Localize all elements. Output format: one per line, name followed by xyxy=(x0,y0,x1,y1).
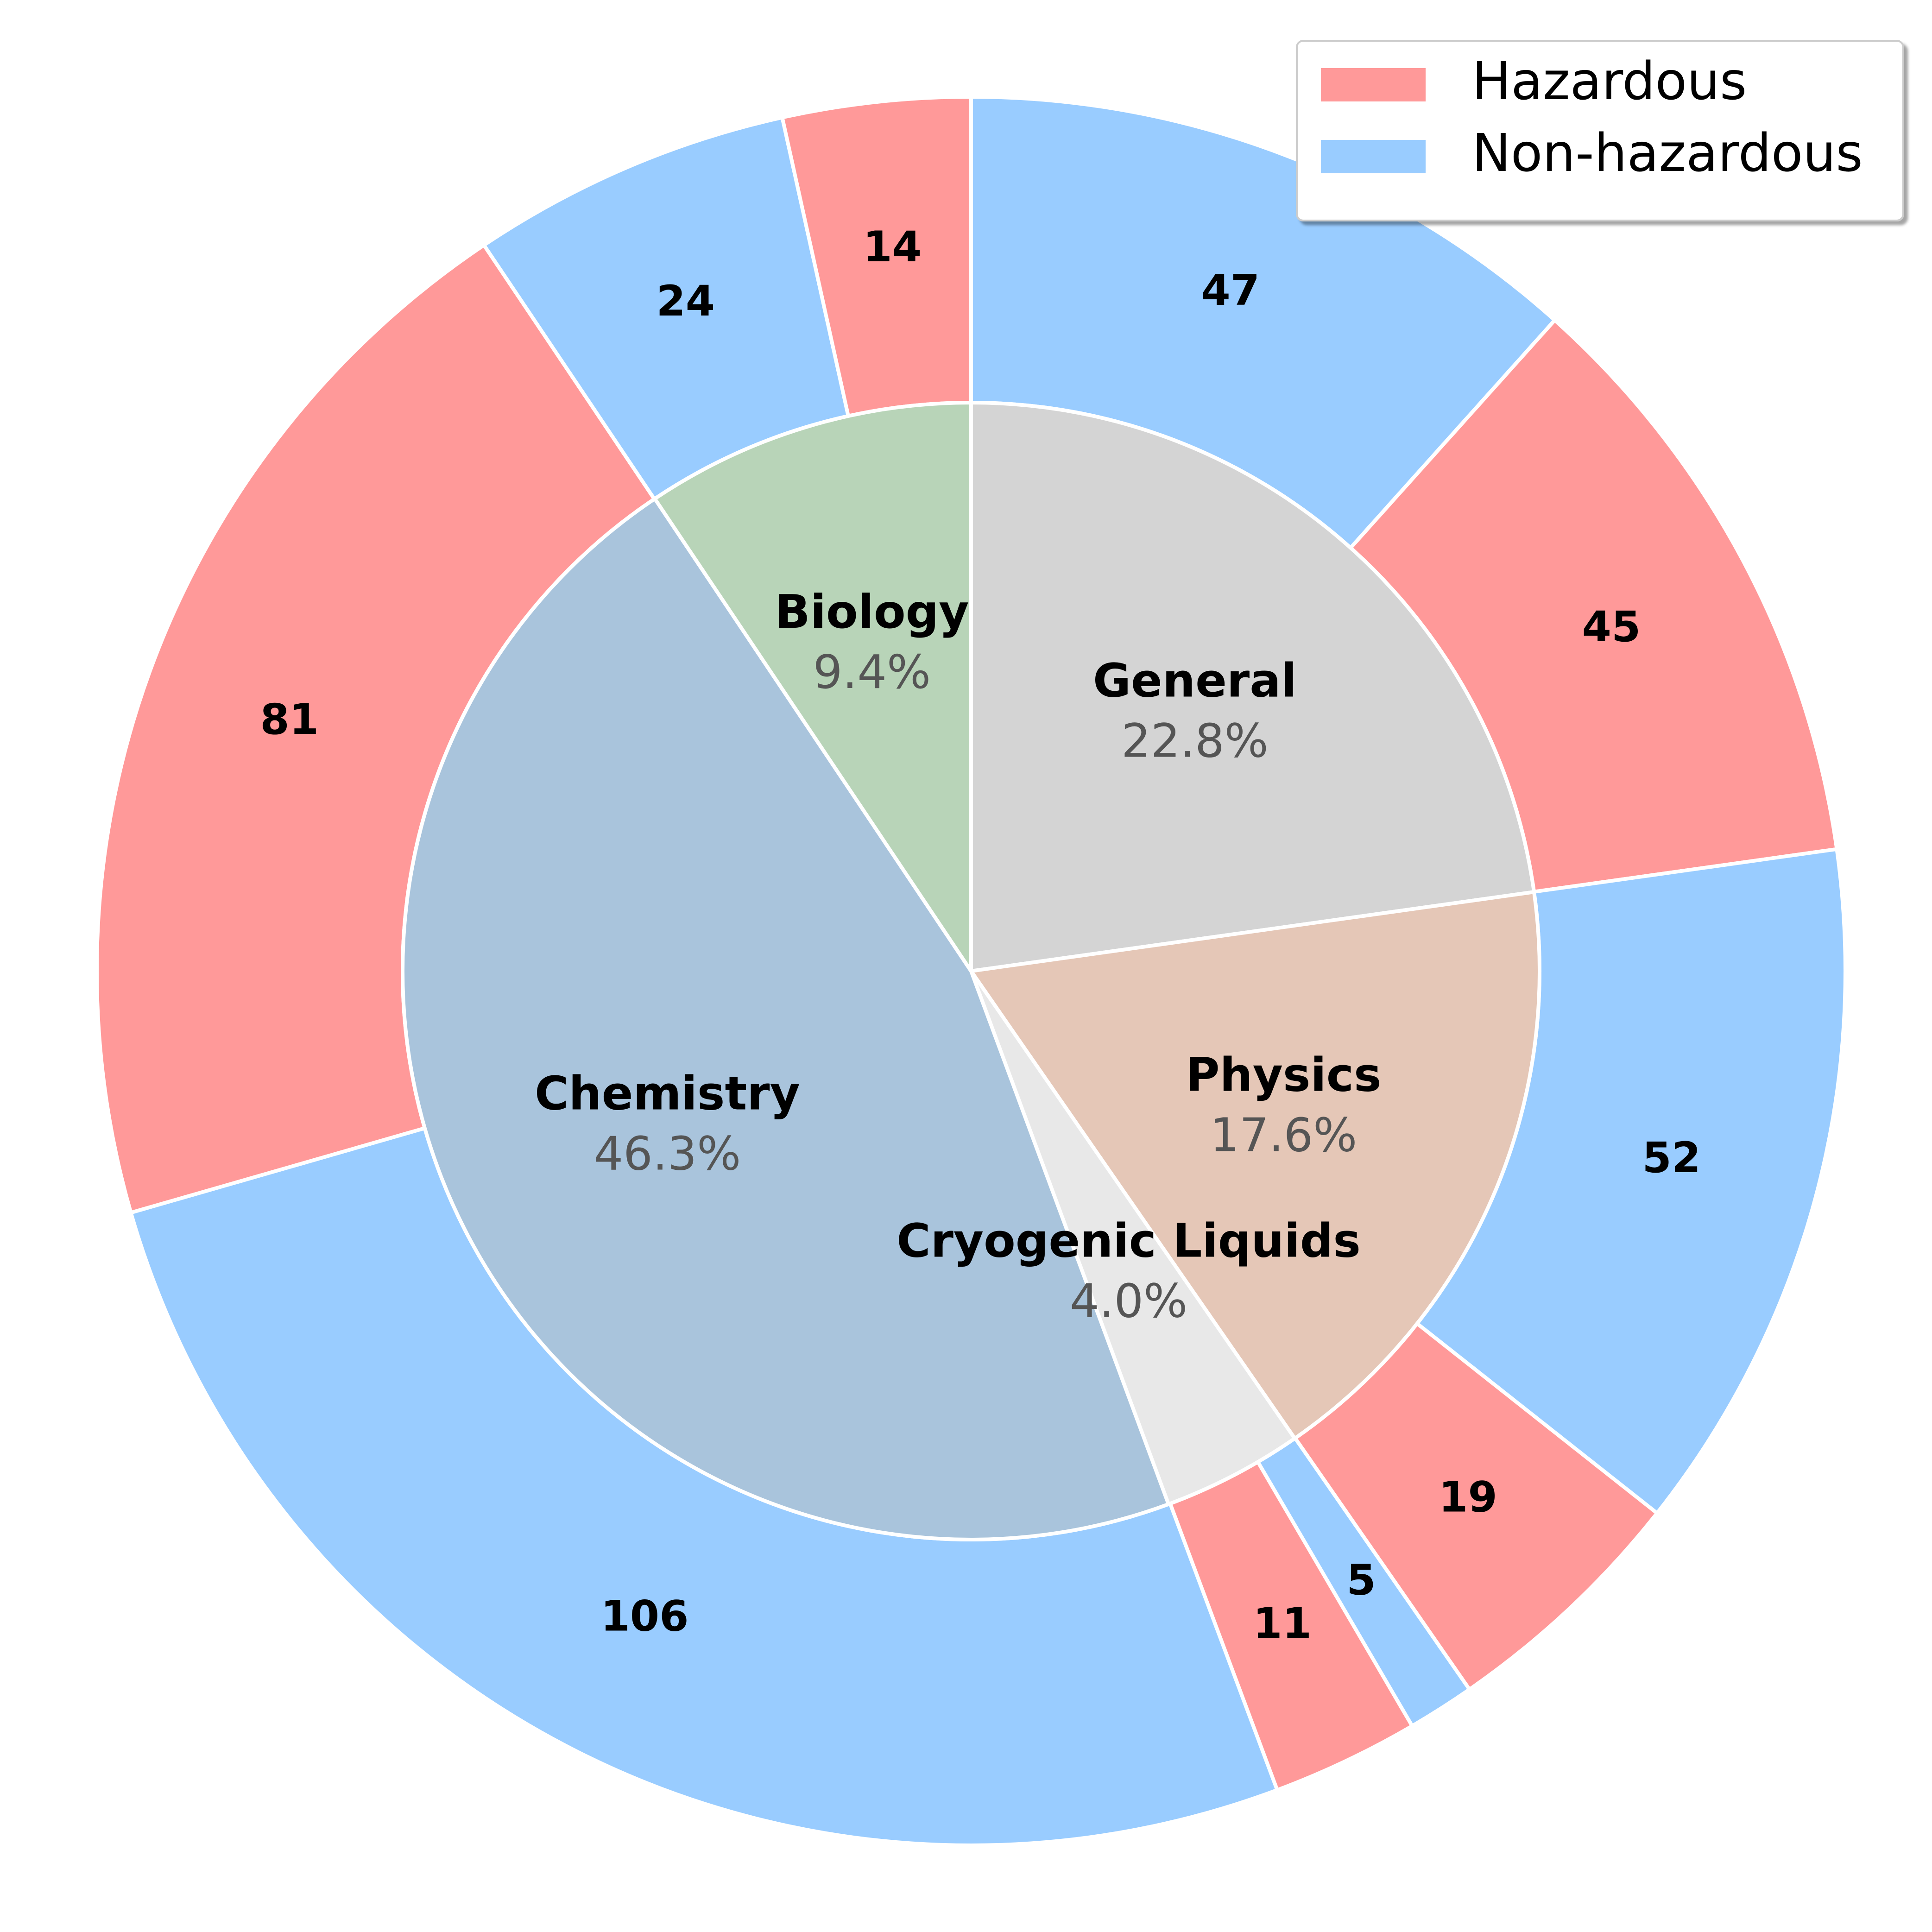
value-label: 5 xyxy=(1346,1556,1376,1604)
labels: 47 45 52 19 5 11 106 81 24 14 General 22.8% Physics 1… xyxy=(260,223,1701,1648)
percent-label: 9.4% xyxy=(813,645,931,699)
legend-swatch xyxy=(1321,140,1426,173)
value-label: 19 xyxy=(1439,1473,1497,1522)
inner-wedge xyxy=(969,970,1298,1507)
value-label: 47 xyxy=(1201,266,1260,315)
inner-wedge xyxy=(969,400,1536,973)
percent-label: 4.0% xyxy=(1070,1274,1187,1328)
value-label: 11 xyxy=(1253,1600,1312,1648)
wedges xyxy=(95,95,1847,1847)
inner-wedge xyxy=(401,496,1171,1541)
legend: Hazardous Non-hazardous xyxy=(1296,40,1904,221)
percent-label: 22.8% xyxy=(1121,714,1269,768)
inner-wedge xyxy=(652,400,973,978)
category-label: Physics xyxy=(1186,1048,1381,1102)
category-label: Biology xyxy=(775,585,969,639)
percent-label: 46.3% xyxy=(594,1126,741,1181)
category-label: Chemistry xyxy=(535,1066,800,1120)
value-label: 24 xyxy=(656,277,715,326)
value-label: 81 xyxy=(260,695,319,744)
value-label: 45 xyxy=(1582,603,1641,651)
category-label: Cryogenic Liquids xyxy=(897,1213,1361,1268)
value-label: 52 xyxy=(1642,1134,1701,1182)
percent-label: 17.6% xyxy=(1210,1108,1357,1162)
inner-wedge xyxy=(968,890,1541,1441)
legend-box xyxy=(1296,40,1904,221)
legend-swatch xyxy=(1321,68,1426,101)
legend-label: Hazardous xyxy=(1472,51,1747,112)
value-label: 106 xyxy=(600,1592,688,1641)
value-label: 14 xyxy=(863,223,922,271)
category-label: General xyxy=(1093,654,1297,708)
legend-label: Non-hazardous xyxy=(1472,123,1863,183)
